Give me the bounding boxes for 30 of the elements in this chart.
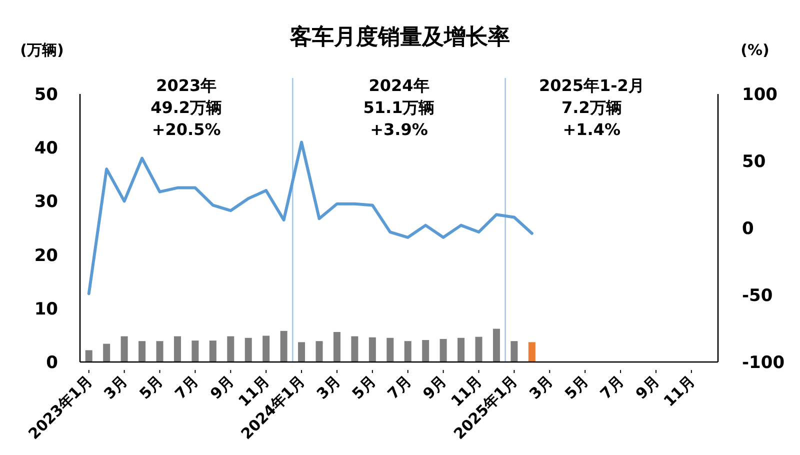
x-tick-label: 3月 <box>313 372 344 403</box>
annotation: 2023年 49.2万辆 +20.5% <box>150 76 222 139</box>
y2-tick-label: 0 <box>742 219 754 239</box>
y-tick-label: 10 <box>34 299 58 320</box>
annotation: 2025年1-2月 7.2万辆 +1.4% <box>538 76 644 139</box>
x-tick-label: 7月 <box>596 372 628 403</box>
y-tick-label: 20 <box>34 246 58 266</box>
x-tick-label: 3月 <box>526 372 556 403</box>
y2-tick-label: -50 <box>742 286 773 306</box>
y-tick-label: 50 <box>34 85 58 105</box>
y-tick-label: 40 <box>34 138 58 159</box>
chart-title: 客车月度销量及增长率 <box>289 24 510 50</box>
y2-axis-title: (%) <box>740 41 770 59</box>
x-tick-label: 5月 <box>136 372 167 403</box>
x-tick-label: 5月 <box>348 372 380 403</box>
x-tick-label: 3月 <box>100 372 132 403</box>
x-tick-label: 9月 <box>206 372 238 403</box>
y2-tick-label: 100 <box>742 85 778 105</box>
x-tick-label: 9月 <box>632 372 663 403</box>
y2-tick-label: 50 <box>742 152 766 172</box>
x-tick-label: 11月 <box>660 372 698 410</box>
x-tick-label: 7月 <box>384 372 415 403</box>
x-tick-label: 7月 <box>171 372 202 403</box>
x-tick-label: 9月 <box>419 372 450 403</box>
annotation: 2024年 51.1万辆 +3.9% <box>363 76 435 139</box>
y2-tick-label: -100 <box>742 353 785 373</box>
x-tick-label: 5月 <box>561 372 592 403</box>
y-axis-title: (万辆) <box>20 41 64 59</box>
y-tick-label: 30 <box>34 192 58 212</box>
y-tick-label: 0 <box>46 353 58 373</box>
